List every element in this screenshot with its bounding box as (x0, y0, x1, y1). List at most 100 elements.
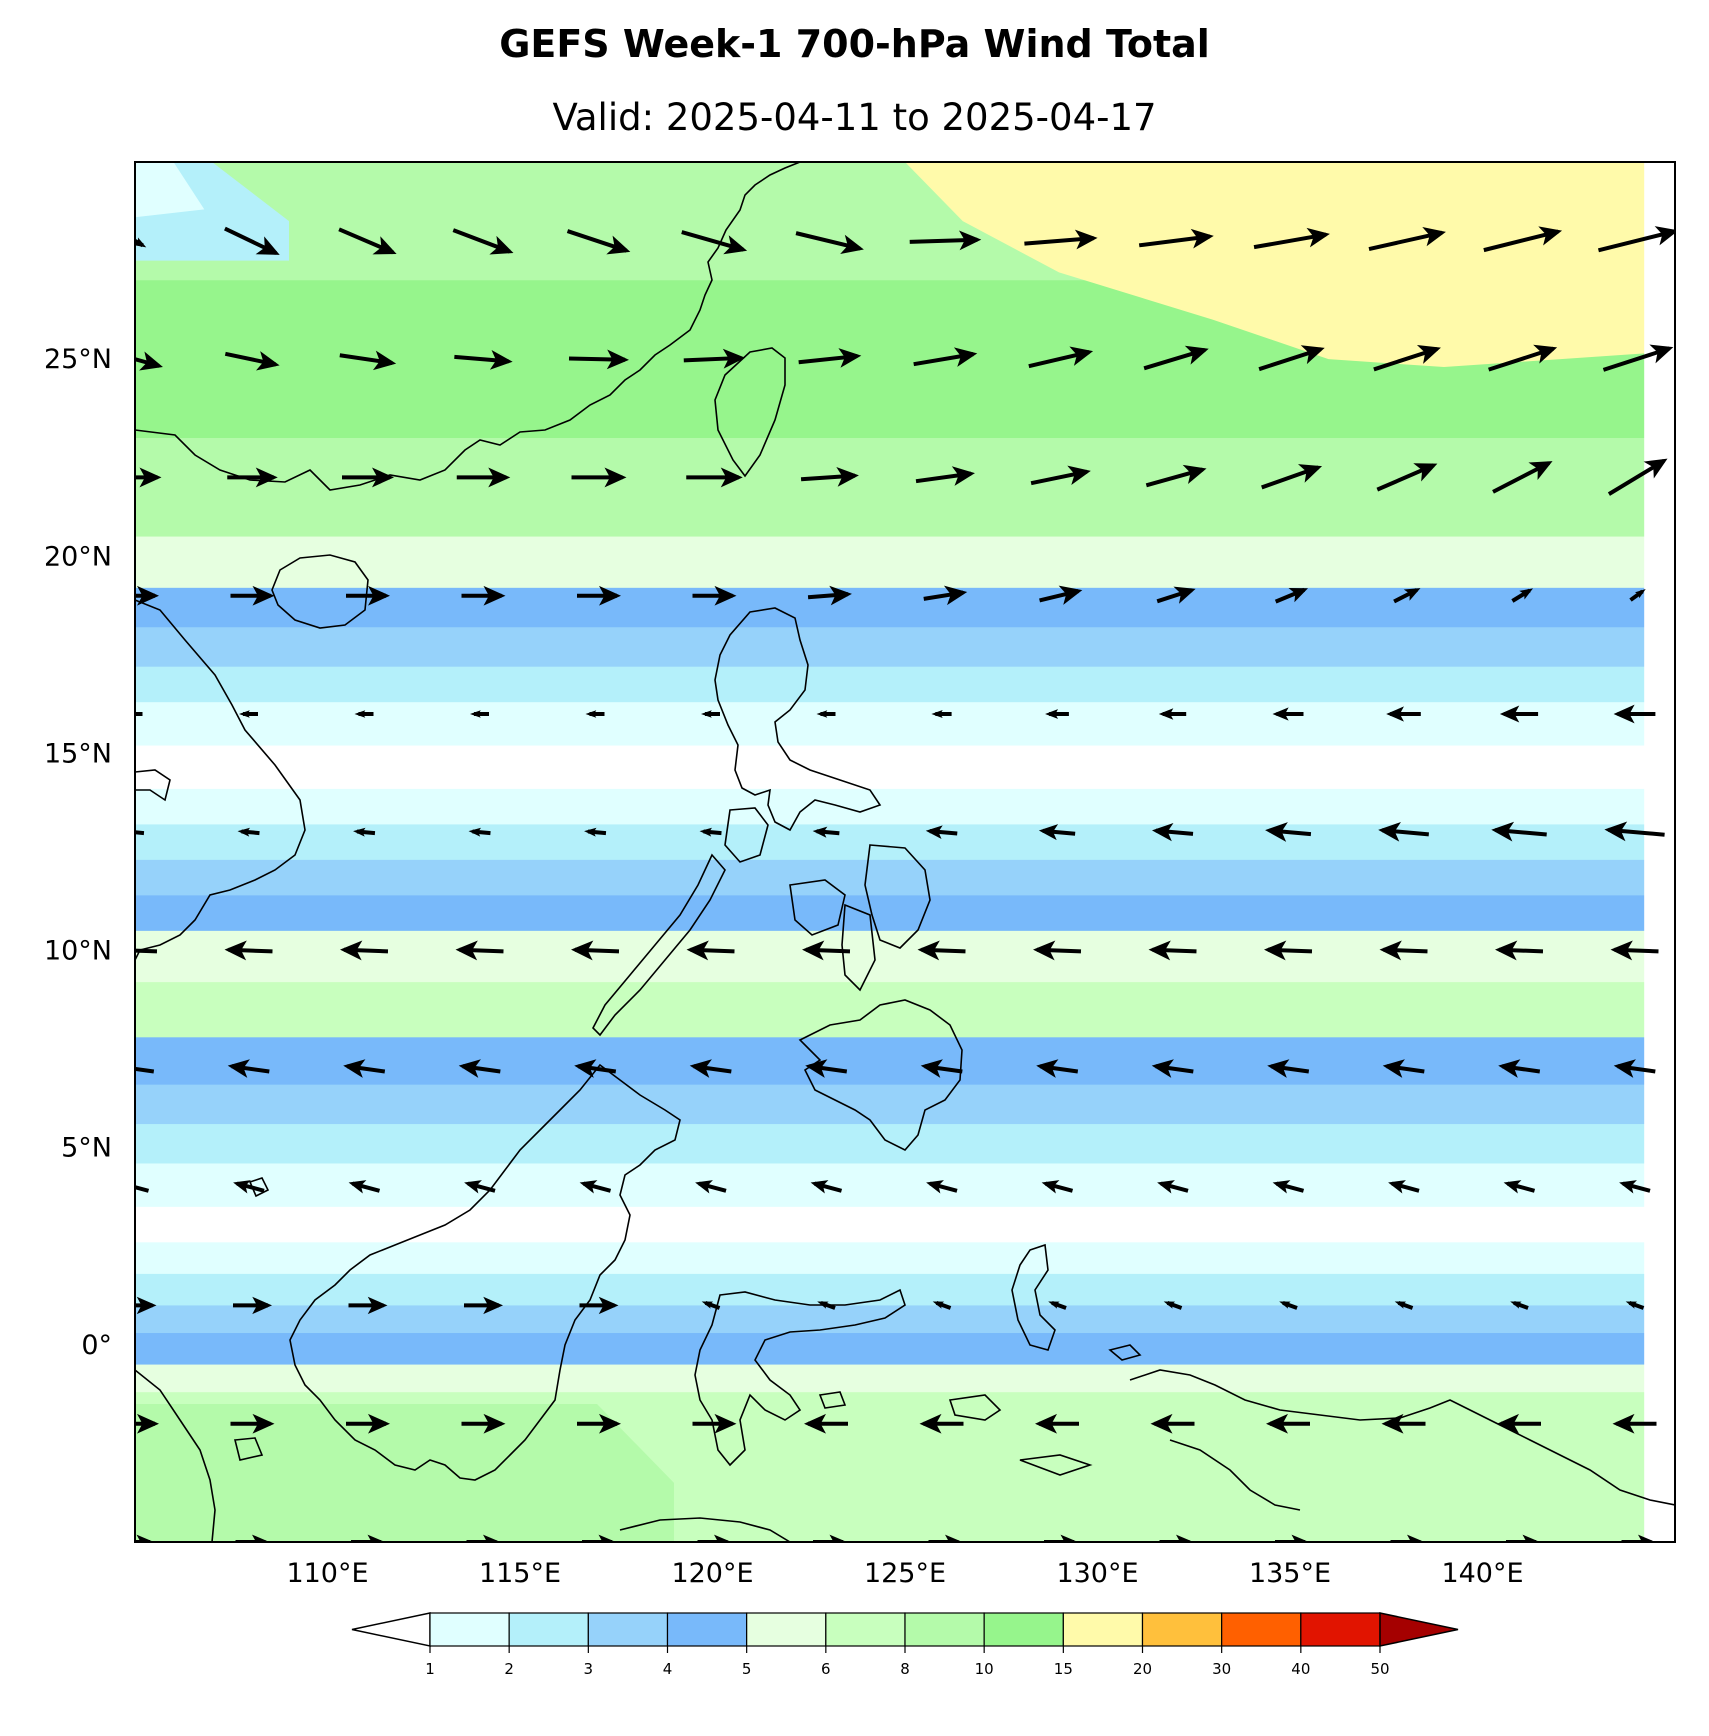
wind-vector (1610, 940, 1659, 961)
speed-band-12 (135, 895, 1675, 932)
lat-tick-label: 5°N (61, 1133, 112, 1164)
wind-vector-head (255, 467, 278, 488)
wind-vector-head (239, 710, 250, 718)
coastline-gulf-thailand (135, 769, 171, 802)
wind-vector (464, 1180, 496, 1194)
colorbar-tick-label: 50 (1370, 1660, 1389, 1678)
wind-vector-head (1279, 1301, 1291, 1309)
wind-vector-head (483, 1534, 501, 1542)
wind-vector-head (599, 585, 621, 606)
colorbar-under-triangle (351, 1612, 431, 1647)
speed-band-17 (135, 1124, 1675, 1165)
wind-vector (1393, 588, 1421, 604)
wind-vector (455, 940, 504, 961)
wind-vector (1156, 586, 1196, 604)
wind-vector (817, 1300, 836, 1310)
colorbar-swatch (904, 1612, 985, 1647)
wind-vector-head (1035, 1413, 1057, 1434)
map-subtitle: Valid: 2025-04-11 to 2025-04-17 (552, 96, 1157, 139)
wind-vector-head (943, 585, 968, 606)
wind-vector-head (1519, 588, 1534, 600)
lon-tick-label: 115°E (479, 1558, 561, 1589)
wind-vector-head (1045, 709, 1059, 719)
lon-tick-label: 125°E (864, 1558, 946, 1589)
wind-vector-head (840, 234, 864, 254)
wind-vector-head (701, 1301, 714, 1309)
wind-vector (1272, 707, 1304, 721)
coastline-new-guinea-south (1169, 1439, 1301, 1511)
wind-vector (795, 231, 864, 254)
wind-vector (1148, 940, 1197, 961)
wind-vector-head (489, 350, 513, 370)
speed-region-sw (135, 1404, 674, 1542)
wind-vector-head (340, 940, 363, 961)
wind-vector (1602, 344, 1674, 372)
lat-tick-label: 10°N (44, 936, 112, 967)
wind-vector (458, 1059, 501, 1078)
wind-vector-head (1619, 1180, 1637, 1194)
speed-band-19 (135, 1206, 1675, 1244)
wind-vector-head (720, 467, 743, 488)
wind-vector-head (1041, 1180, 1060, 1194)
lat-tick-label: 25°N (44, 344, 112, 375)
wind-vector (699, 827, 722, 837)
speed-band-5 (135, 627, 1675, 668)
wind-vector-head (139, 467, 162, 488)
wind-vector-head (227, 1059, 250, 1078)
wind-vector-head (1060, 1534, 1078, 1542)
wind-vector (1138, 228, 1214, 249)
wind-vector-head (139, 351, 163, 371)
wind-vector-head (606, 349, 629, 370)
wind-vector-head (489, 235, 514, 255)
wind-vector-head (1498, 1059, 1521, 1078)
colorbar-tick-label: 2 (504, 1660, 514, 1678)
wind-vector (1267, 1059, 1310, 1078)
wind-vector (1151, 822, 1194, 842)
coastline-luzon (714, 607, 882, 832)
wind-vector-head (838, 348, 862, 368)
speed-band-8 (135, 745, 1675, 790)
wind-vector (1143, 345, 1209, 371)
wind-vector-head (483, 1413, 506, 1434)
wind-vector-head (1522, 1534, 1540, 1542)
wind-vector-head (722, 348, 746, 369)
wind-vector-head (598, 1534, 616, 1542)
wind-vector-head (252, 1413, 275, 1434)
wind-vector-head (1604, 821, 1628, 842)
wind-vector-shaft (1597, 229, 1675, 253)
colorbar-tick-label: 4 (663, 1660, 673, 1678)
wind-vector-head (1265, 822, 1288, 842)
wind-vector-head (804, 1413, 826, 1434)
map-title: GEFS Week-1 700-hPa Wind Total (499, 22, 1210, 66)
wind-vector (692, 585, 737, 606)
wind-vector-head (1381, 1413, 1404, 1434)
wind-vector (805, 1059, 848, 1078)
wind-vector-head (585, 710, 597, 718)
wind-vector-head (829, 585, 852, 606)
wind-vector (813, 1534, 847, 1542)
wind-vector (1495, 940, 1544, 961)
wind-vector (343, 1059, 386, 1078)
colorbar-swatch (1221, 1612, 1302, 1647)
wind-vector (926, 1180, 958, 1194)
wind-vector-head (945, 1534, 963, 1542)
coastline-borneo (289, 1063, 681, 1481)
wind-vector-head (1491, 821, 1515, 842)
colorbar-tick-label: 40 (1291, 1660, 1310, 1678)
coastline-panay (789, 879, 846, 936)
colorbar-swatch (1300, 1612, 1381, 1647)
wind-vector-head (1074, 229, 1098, 250)
wind-vector (919, 1413, 964, 1434)
wind-vector (1492, 461, 1553, 494)
wind-vector (135, 1066, 155, 1074)
wind-vector (1388, 1180, 1420, 1194)
wind-vector-head (686, 940, 709, 961)
wind-vector (1510, 1300, 1529, 1310)
wind-vector-head (124, 710, 135, 717)
coastline-small-island-1 (248, 1177, 270, 1198)
wind-vector (1048, 1300, 1067, 1310)
wind-vector-head (1394, 1301, 1407, 1309)
wind-vector (1625, 1300, 1645, 1310)
colorbar-swatch (587, 1612, 669, 1647)
map-frame (134, 161, 1676, 1543)
